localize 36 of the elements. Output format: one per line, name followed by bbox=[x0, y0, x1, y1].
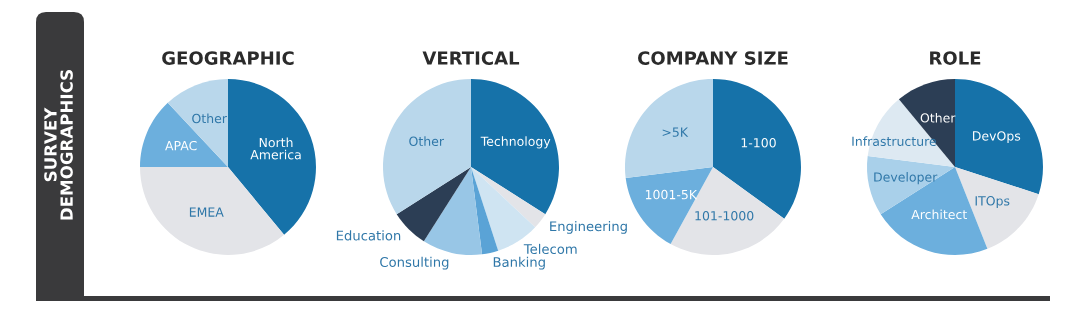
text: SURVEY DEMOGRAPHICS bbox=[44, 70, 73, 220]
pie-slice bbox=[140, 102, 228, 167]
slice-label: DevOps bbox=[973, 131, 1021, 144]
slice-label: 1001-5K bbox=[645, 189, 698, 200]
pie-slice bbox=[423, 167, 483, 255]
chart-title: GEOGRAPHIC bbox=[162, 51, 294, 65]
pie-slice bbox=[383, 79, 471, 215]
slice-label: Engineering bbox=[550, 221, 627, 234]
pie-slice bbox=[471, 79, 559, 215]
slice-label: Telecom bbox=[523, 243, 577, 255]
slice-label: Infrastructure bbox=[852, 136, 937, 147]
pie-slice bbox=[140, 167, 285, 255]
slice-label: Technology bbox=[480, 136, 551, 149]
pie-slice bbox=[625, 79, 713, 179]
slice-label: APAC bbox=[165, 140, 197, 151]
slice-label: Other bbox=[409, 136, 445, 147]
pie-slice bbox=[955, 79, 1043, 195]
slice-label: ITOps bbox=[975, 196, 1010, 208]
slice-label: 101-1000 bbox=[695, 210, 754, 221]
slice-label: EMEA bbox=[189, 207, 224, 217]
slice-label: Consulting bbox=[380, 256, 449, 270]
chart-title: COMPANY SIZE bbox=[638, 51, 788, 65]
pie-slice bbox=[471, 167, 546, 228]
pie-slice bbox=[228, 79, 316, 235]
slice-label: North America bbox=[250, 137, 301, 160]
slice-label: 1-100 bbox=[741, 138, 776, 148]
pie-slice bbox=[167, 79, 228, 167]
slice-label: >5K bbox=[662, 127, 689, 137]
chart-title: VERTICAL bbox=[422, 51, 520, 65]
slice-label: Other bbox=[920, 112, 956, 123]
pie-slice bbox=[471, 167, 499, 255]
slice-label: Education bbox=[336, 230, 401, 241]
slice-label: Architect bbox=[911, 209, 967, 220]
slice-label: Other bbox=[192, 113, 227, 124]
chart-title: ROLE bbox=[930, 51, 981, 65]
slice-label: Banking bbox=[493, 256, 545, 270]
